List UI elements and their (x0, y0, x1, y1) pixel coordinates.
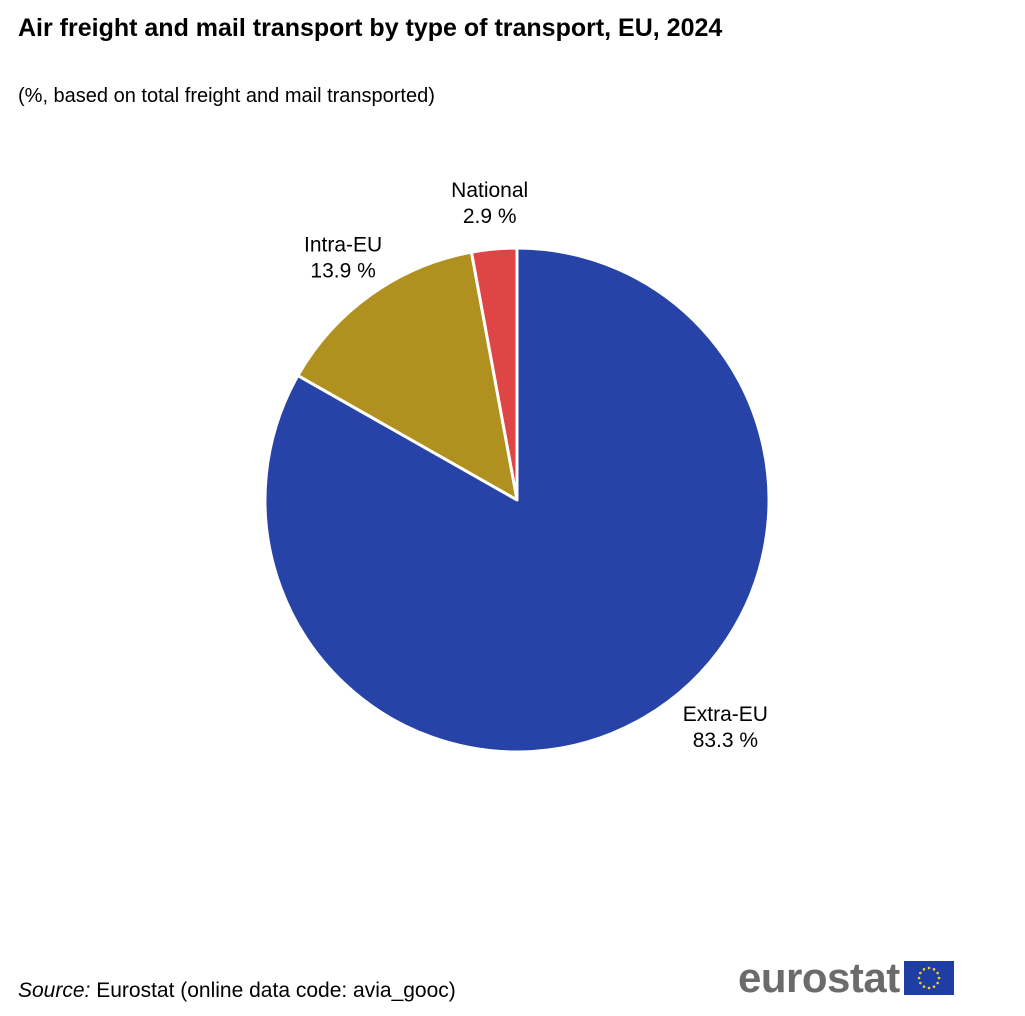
eu-flag-star (918, 971, 922, 975)
eu-flag-icon (903, 961, 954, 995)
pie-slice-intra-eu (296, 250, 519, 502)
eu-flag-star (927, 966, 931, 970)
eu-flag-star (932, 968, 936, 971)
pie-labels: National 2.9 % Intra-EU 13.9 % Extra-EU 83.3 … (304, 179, 768, 752)
eu-flag-star (922, 985, 926, 988)
slice-value-national: 2.9 % (463, 205, 517, 228)
eu-flag-star (932, 985, 936, 988)
eu-flag-star (927, 986, 931, 990)
slice-label-extra-eu: Extra-EU (683, 703, 768, 726)
eu-flag-star (936, 981, 939, 985)
source-text: Eurostat (online data code: avia_gooc) (90, 979, 456, 1002)
source-note: Source: Eurostat (online data code: avia… (18, 978, 456, 1004)
eu-flag-star (922, 968, 926, 971)
eurostat-logo: eurostat (738, 954, 954, 1002)
source-label: Source: (18, 979, 91, 1002)
eu-flag-star (937, 976, 941, 980)
slice-value-intra-eu: 13.9 % (310, 260, 375, 283)
slice-label-intra-eu: Intra-EU (304, 234, 382, 257)
eu-flag-background (903, 961, 954, 995)
eu-flag-star (917, 976, 921, 980)
eurostat-logo-text: eurostat (738, 954, 900, 1001)
slice-label-national: National (451, 179, 528, 202)
pie-slice-extra-eu (263, 246, 771, 754)
chart-subtitle: (%, based on total freight and mail tran… (18, 85, 435, 107)
pie-slices (263, 246, 771, 754)
eu-flag-star (936, 971, 939, 975)
eu-flag-star (918, 981, 922, 985)
chart-title: Air freight and mail transport by type o… (18, 14, 723, 42)
slice-value-extra-eu: 83.3 % (693, 729, 758, 752)
